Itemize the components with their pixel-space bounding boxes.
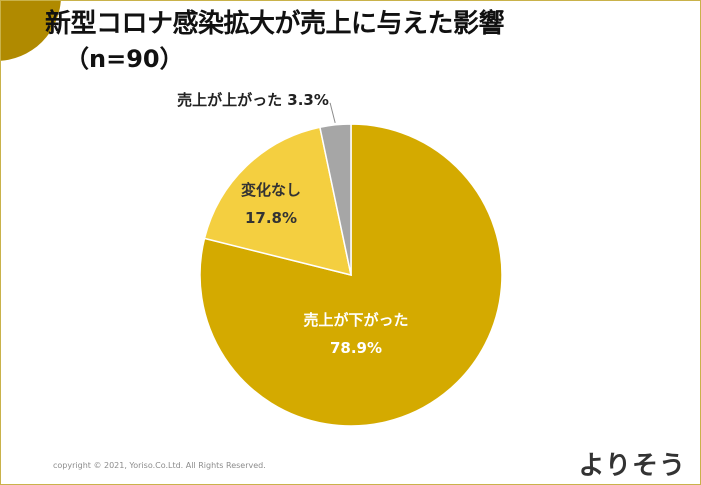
slice-value-nochange: 17.8%	[245, 209, 297, 227]
leader-line-up	[329, 102, 336, 123]
pie-slice-nochange	[203, 126, 352, 277]
copyright-text: copyright © 2021, Yoriso.Co.Ltd. All Rig…	[53, 461, 266, 470]
brand-logo: よりそう	[578, 451, 686, 481]
slice-label-nochange: 変化なし	[241, 181, 301, 199]
sample-size: （n=90）	[65, 45, 184, 73]
slice-value-down: 78.9%	[330, 339, 382, 357]
pie-slice-up	[319, 123, 352, 276]
slice-label-up: 売上が上がった 3.3%	[177, 91, 329, 109]
slice-label-down: 売上が下がった	[303, 311, 408, 329]
chart-title: 新型コロナ感染拡大が売上に与えた影響	[45, 9, 505, 39]
